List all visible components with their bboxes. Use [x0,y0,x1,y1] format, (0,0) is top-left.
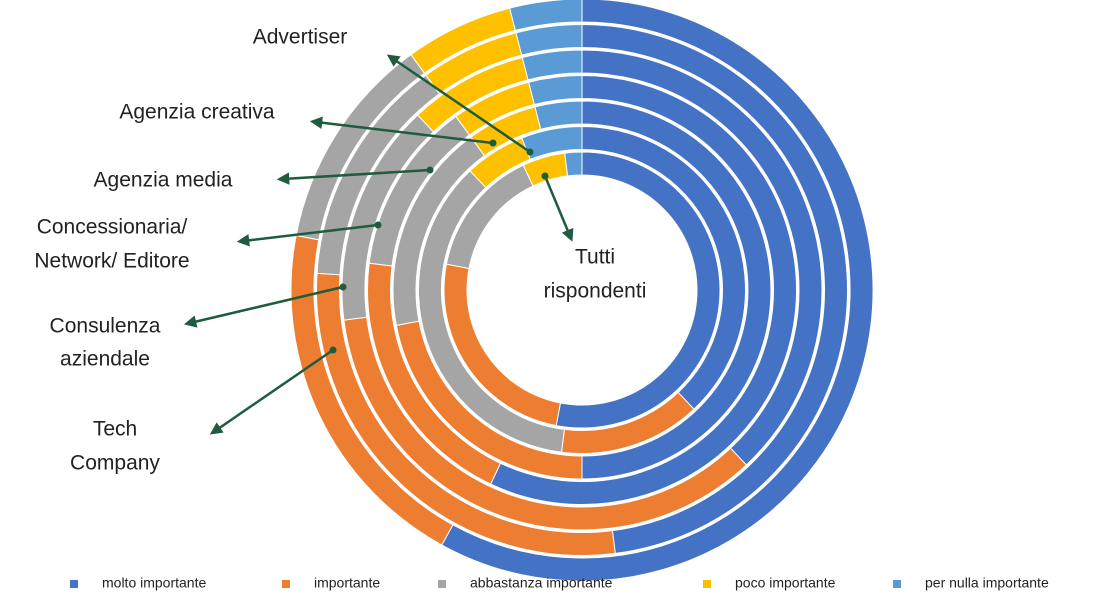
ring-label: aziendale [60,348,150,371]
leader-arrow [236,223,379,247]
ring-label: Network/ Editore [34,250,189,273]
ring-segment [521,49,583,81]
leader-dot [426,166,434,174]
leader-dot [489,139,497,147]
legend-swatch [893,580,901,588]
ring-segment [564,151,583,177]
leader-arrow [309,116,494,145]
legend-label: importante [314,575,380,591]
leader-arrow [183,285,344,328]
legend-swatch [703,580,711,588]
ring-segment [441,0,874,582]
leader-dot [329,346,337,354]
ring-label: Company [70,452,160,475]
ring-label: Agenzia media [94,169,233,192]
legend-label: molto importante [102,575,206,591]
leader-dot [339,283,347,291]
ring-label: Agenzia creativa [119,101,275,124]
ring-label: Consulenza [50,315,161,338]
ring-segment [534,100,583,130]
ring-label: Tutti [575,246,615,269]
leader-arrow [276,168,431,185]
ring-segment [509,0,583,32]
legend-swatch [438,580,446,588]
ring-label: Concessionaria/ [37,216,188,239]
legend-label: poco importante [735,575,836,591]
leader-arrow [543,175,574,242]
legend-swatch [282,580,290,588]
legend-swatch [70,580,78,588]
leader-dot [374,221,382,229]
legend-label: abbastanza importante [470,575,613,591]
ring-segment [528,74,583,106]
ring-label: Advertiser [253,26,348,49]
leader-arrow [386,54,531,154]
leader-dot [526,148,534,156]
ring-label: rispondenti [544,280,647,303]
leader-arrow [209,348,334,435]
legend-label: per nulla importante [925,575,1049,591]
ring-segment [521,125,583,161]
ring-segment [515,23,583,56]
leader-dot [541,172,549,180]
ring-label: Tech [93,418,137,441]
